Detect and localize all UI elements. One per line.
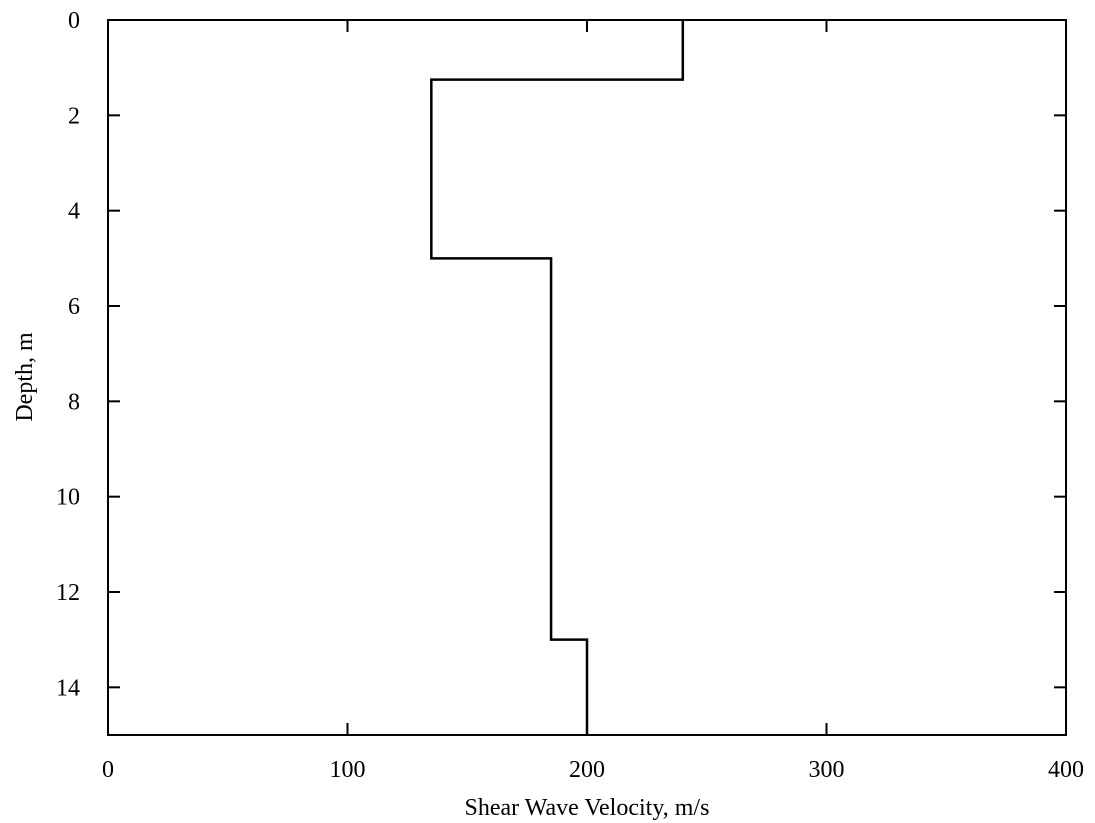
y-axis-label: Depth, m: [12, 332, 38, 422]
y-tick-label: 6: [68, 294, 80, 320]
x-tick-label: 100: [330, 757, 366, 783]
x-tick-marks: [107, 20, 1067, 735]
y-tick-marks: [108, 19, 1066, 689]
x-tick-label: 0: [102, 757, 114, 783]
x-tick-label: 400: [1048, 757, 1084, 783]
y-tick-label: 12: [56, 580, 80, 606]
x-axis-label: Shear Wave Velocity, m/s: [465, 795, 710, 821]
y-tick-labels: 0 2 4 6 8 10 12 14: [56, 8, 80, 701]
y-tick-label: 14: [56, 675, 80, 701]
y-tick-label: 8: [68, 389, 80, 415]
x-tick-labels: 0 100 200 300 400: [102, 757, 1084, 783]
plot-frame: [107, 19, 1067, 736]
y-tick-label: 4: [68, 199, 80, 225]
y-tick-label: 10: [56, 485, 80, 511]
y-tick-label: 2: [68, 103, 80, 129]
x-tick-label: 200: [569, 757, 605, 783]
y-tick-label: 0: [68, 8, 80, 34]
velocity-profile-line: [430, 20, 685, 735]
x-tick-label: 300: [809, 757, 845, 783]
series-layer: [430, 20, 685, 735]
